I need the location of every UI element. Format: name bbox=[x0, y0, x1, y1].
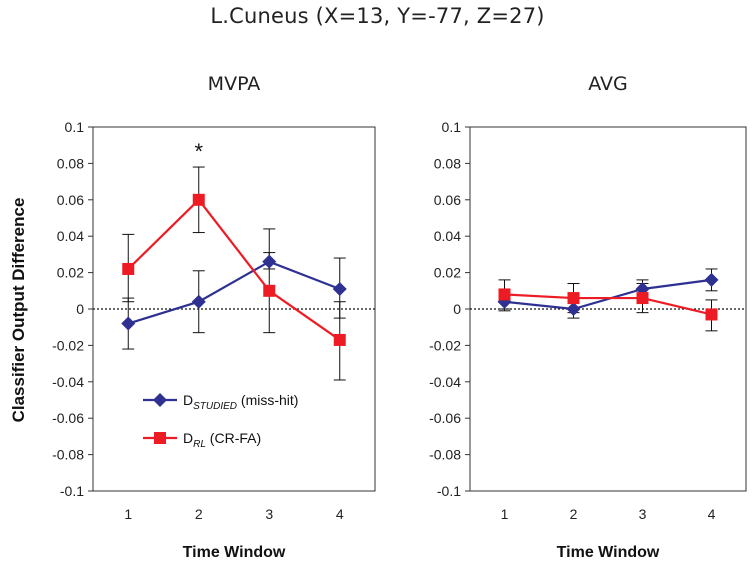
y-tick-label: -0.06 bbox=[429, 410, 461, 426]
x-axis-label: Time Window bbox=[183, 544, 286, 561]
data-point-studied bbox=[121, 316, 136, 331]
data-point-studied bbox=[262, 254, 277, 269]
y-tick-label: 0.1 bbox=[65, 119, 85, 135]
y-tick-label: 0 bbox=[76, 301, 84, 317]
y-tick-label: -0.1 bbox=[437, 483, 461, 499]
series-line-studied bbox=[127, 260, 341, 325]
data-point-rl bbox=[263, 284, 276, 297]
chart-panel-mvpa: MVPA 0.1 0.08 0.06 0.04 0.02 0 -0.02 -0.04 -0.06 -… bbox=[52, 73, 376, 561]
y-tick-label: -0.06 bbox=[52, 410, 84, 426]
y-tick-label: -0.02 bbox=[429, 337, 461, 353]
significance-marker: * bbox=[194, 139, 203, 164]
data-point-studied bbox=[704, 272, 719, 287]
y-tick-label: 0.1 bbox=[442, 119, 462, 135]
y-tick-label: -0.08 bbox=[429, 447, 461, 463]
legend-label: DSTUDIED (miss-hit) bbox=[183, 392, 298, 412]
y-tick-label: 0.06 bbox=[434, 192, 461, 208]
panel-title: AVG bbox=[588, 73, 628, 95]
data-point-rl bbox=[705, 308, 718, 321]
y-tick-label: 0 bbox=[453, 301, 461, 317]
data-point-rl bbox=[192, 193, 205, 206]
y-tick-label: 0.04 bbox=[434, 228, 461, 244]
data-point-studied bbox=[332, 281, 347, 296]
data-point-studied bbox=[191, 294, 206, 309]
y-tick-label: 0.08 bbox=[434, 155, 461, 171]
y-tick-label: -0.04 bbox=[429, 374, 461, 390]
legend-label: DRL (CR-FA) bbox=[183, 430, 261, 450]
x-tick-label: 2 bbox=[570, 506, 578, 522]
y-axis-label: Classifier Output Difference bbox=[9, 198, 28, 423]
data-point-rl bbox=[333, 333, 346, 346]
y-tick-label: 0.08 bbox=[57, 155, 84, 171]
y-tick-label: -0.1 bbox=[60, 483, 84, 499]
series-line-rl bbox=[504, 293, 712, 316]
y-tick-label: -0.08 bbox=[52, 447, 84, 463]
x-tick-label: 4 bbox=[708, 506, 716, 522]
x-tick-label: 3 bbox=[639, 506, 647, 522]
y-tick-label: 0.02 bbox=[434, 265, 461, 281]
series-line-rl bbox=[127, 198, 341, 341]
data-point-rl bbox=[498, 288, 511, 301]
y-tick-label: -0.02 bbox=[52, 337, 84, 353]
legend-entry: DRL (CR-FA) bbox=[143, 430, 261, 450]
y-tick-label: 0.06 bbox=[57, 192, 84, 208]
error-bar-rl bbox=[263, 228, 276, 334]
y-tick-label: 0.02 bbox=[57, 265, 84, 281]
x-tick-label: 1 bbox=[501, 506, 509, 522]
y-tick-label: 0.04 bbox=[57, 228, 84, 244]
figure-title: L.Cuneus (X=13, Y=-77, Z=27) bbox=[210, 4, 545, 28]
legend-marker-square bbox=[154, 432, 166, 444]
x-tick-label: 1 bbox=[124, 506, 132, 522]
legend: DSTUDIED (miss-hit) DRL (CR-FA) bbox=[143, 392, 298, 450]
data-point-studied bbox=[566, 302, 581, 316]
y-tick-label: -0.04 bbox=[52, 374, 84, 390]
series-line-studied bbox=[504, 278, 712, 311]
x-tick-label: 2 bbox=[195, 506, 203, 522]
x-tick-label: 3 bbox=[265, 506, 273, 522]
data-point-rl bbox=[567, 292, 580, 305]
legend-entry: DSTUDIED (miss-hit) bbox=[143, 392, 298, 412]
x-axis-label: Time Window bbox=[557, 544, 660, 561]
panel-title: MVPA bbox=[208, 73, 261, 95]
x-tick-label: 4 bbox=[336, 506, 344, 522]
legend-marker-diamond bbox=[153, 393, 167, 407]
data-point-rl bbox=[636, 292, 649, 305]
data-point-rl bbox=[122, 262, 135, 275]
chart-panel-avg: AVG 0.1 0.08 0.06 0.04 0.02 0 -0.02 -0.04 -0.06 -0… bbox=[429, 73, 747, 561]
